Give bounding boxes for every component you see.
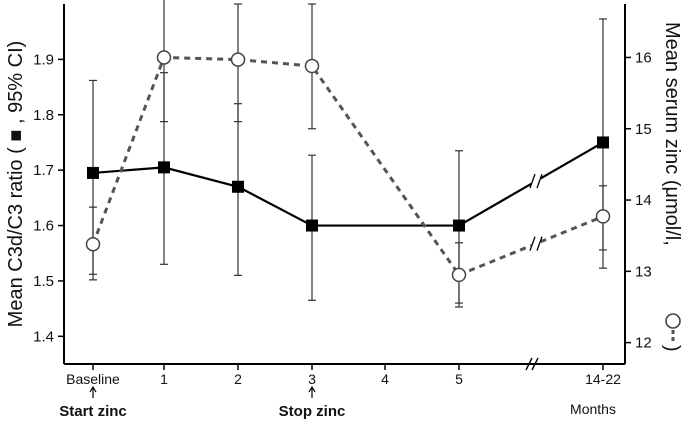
y-right-title-end: ) <box>661 345 683 352</box>
annotation-arrowhead <box>89 385 97 393</box>
series-break-mark <box>529 173 536 189</box>
y-left-tick-label: 1.6 <box>33 218 54 235</box>
x-tick-label: 3 <box>308 371 316 387</box>
y-right-tick-label: 12 <box>635 335 652 352</box>
x-tick-label: 14-22 <box>585 371 621 387</box>
y-left-tick-label: 1.7 <box>33 162 54 179</box>
y-right-tick-label: 15 <box>635 121 652 138</box>
data-point-circle <box>595 209 611 224</box>
x-axis-break-mark <box>531 357 539 371</box>
series-line <box>91 55 461 276</box>
axes-layer <box>58 4 631 371</box>
data-point-square <box>597 136 609 149</box>
data-point-square <box>87 166 99 179</box>
data-point-circle <box>451 267 467 283</box>
data-point-square <box>158 161 170 174</box>
y-left-title: Mean C3d/C3 ratio ( ■ , 95% CI) <box>5 41 27 328</box>
x-tick-label: Baseline <box>66 371 120 387</box>
y-right-legend-circle <box>665 313 681 329</box>
annotation-arrowhead <box>308 385 316 393</box>
data-point-circle <box>304 58 320 74</box>
y-left-tick-label: 1.4 <box>33 328 54 345</box>
annotation-label: Start zinc <box>59 403 127 420</box>
data-point-circle <box>156 50 172 65</box>
data-point-square <box>232 180 244 193</box>
series-break-gap <box>531 174 541 189</box>
x-axis-break-mark <box>525 357 533 371</box>
y-right-title-end-group: ) <box>661 345 683 352</box>
x-axis-unit-label: Months <box>570 401 616 417</box>
data-layer <box>85 0 611 308</box>
data-point-square <box>453 219 465 232</box>
data-point-circle <box>85 236 101 252</box>
y-right-title: Mean serum zinc (μmol/l, <box>661 22 683 246</box>
series-break-mark <box>529 236 536 251</box>
y-right-title-group: Mean serum zinc (μmol/l, <box>661 22 683 246</box>
x-tick-label: 5 <box>455 371 463 387</box>
x-tick-label: 1 <box>160 371 168 387</box>
data-point-circle <box>230 52 246 67</box>
data-point-square <box>306 219 318 232</box>
series-break-mark <box>536 236 543 251</box>
series-break-gap <box>531 236 541 251</box>
y-left-tick-label: 1.5 <box>33 273 54 290</box>
y-right-tick-label: 16 <box>635 49 652 66</box>
x-tick-label: 2 <box>234 371 242 387</box>
x-tick-label: 4 <box>381 371 389 387</box>
annotation-label: Stop zinc <box>279 403 346 420</box>
y-left-tick-label: 1.8 <box>33 107 54 124</box>
y-right-tick-label: 13 <box>635 263 652 280</box>
y-right-tick-label: 14 <box>635 192 652 209</box>
y-left-title-group: Mean C3d/C3 ratio ( ■ , 95% CI) <box>5 41 27 328</box>
y-left-tick-label: 1.9 <box>33 51 54 68</box>
series-break-mark <box>536 173 543 189</box>
